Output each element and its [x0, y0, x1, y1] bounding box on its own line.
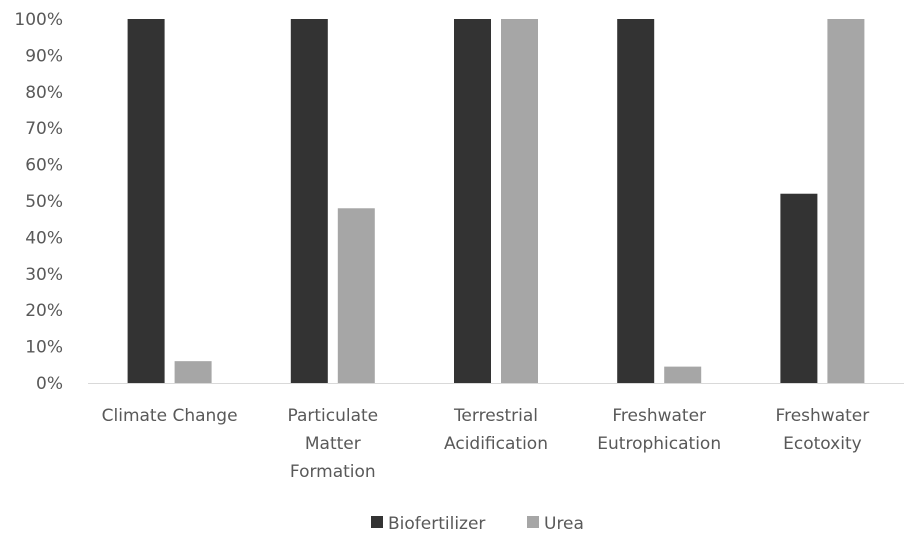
bar-biofertilizer-2: [454, 19, 491, 383]
bar-urea-2: [501, 19, 538, 383]
x-category-label: Terrestrial Acidification: [444, 406, 548, 454]
y-tick-label: 60%: [25, 156, 63, 176]
y-tick-label: 50%: [25, 192, 63, 212]
bar-urea-4: [827, 19, 865, 383]
legend-item-urea[interactable]: Urea: [527, 514, 584, 534]
bar-biofertilizer-4: [780, 193, 818, 383]
bar-series-group: [127, 19, 865, 383]
bar-biofertilizer-1: [290, 19, 328, 383]
y-tick-label: 70%: [25, 119, 63, 139]
bar-biofertilizer-3: [617, 19, 655, 383]
y-tick-label: 90%: [25, 46, 63, 66]
legend-label: Urea: [544, 514, 584, 534]
bar-urea-3: [664, 366, 702, 383]
y-tick-label: 80%: [25, 83, 63, 103]
y-tick-label: 20%: [25, 301, 63, 321]
y-tick-label: 0%: [36, 374, 63, 394]
legend-label: Biofertilizer: [388, 514, 485, 534]
legend-swatch: [527, 516, 539, 528]
y-tick-label: 10%: [25, 338, 63, 358]
y-tick-label: 30%: [25, 265, 63, 285]
y-tick-label: 40%: [25, 228, 63, 248]
x-category-label: Freshwater Ecotoxity: [776, 406, 870, 454]
y-tick-label: 100%: [14, 10, 63, 30]
bar-biofertilizer-0: [127, 19, 165, 383]
x-axis-category-labels: Climate Change Particulate Matter Formation…: [102, 406, 870, 482]
bar-urea-0: [174, 361, 212, 383]
x-category-label: Particulate Matter Formation: [287, 406, 378, 482]
x-category-label: Climate Change: [102, 406, 238, 426]
y-axis-tick-labels: 0% 10% 20% 30% 40% 50% 60% 70% 80% 90% 100%: [14, 10, 63, 394]
bar-urea-1: [337, 208, 375, 383]
x-category-label: Freshwater Eutrophication: [597, 406, 721, 454]
legend-swatch: [371, 516, 383, 528]
chart-legend[interactable]: Biofertilizer Urea: [371, 514, 584, 534]
legend-item-biofertilizer[interactable]: Biofertilizer: [371, 514, 485, 534]
